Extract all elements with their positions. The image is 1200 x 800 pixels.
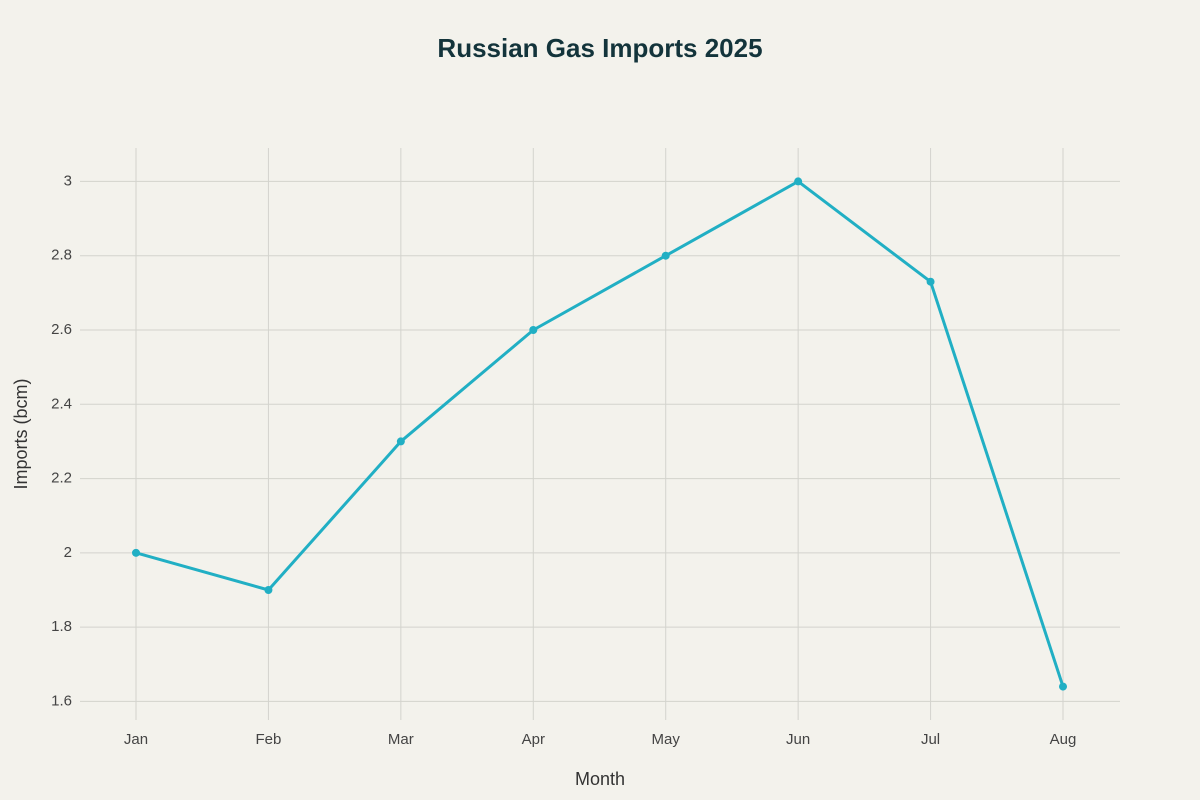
y-tick-label: 2.4 <box>51 395 72 412</box>
point <box>132 548 140 557</box>
x-tick-label: Jun <box>786 731 810 748</box>
x-tick-label: Mar <box>388 731 414 748</box>
chart-title: Russian Gas Imports 2025 <box>437 33 762 63</box>
x-tick-label: Jan <box>124 731 148 748</box>
point <box>264 586 273 594</box>
x-tick-label: Feb <box>255 731 281 748</box>
line <box>135 179 1065 688</box>
y-tick-label: 1.8 <box>51 618 72 635</box>
x-tick-label: Jul <box>921 731 940 748</box>
y-tick-label: 2.2 <box>51 470 72 487</box>
y-tick-label: 2.8 <box>51 247 72 264</box>
y-tick-label: 1.6 <box>51 692 72 709</box>
point <box>529 326 538 334</box>
y-tick-label: 2.6 <box>51 321 72 338</box>
point <box>794 177 803 186</box>
x-axis-title: Month <box>575 769 625 789</box>
x-tick-label: Aug <box>1050 731 1077 748</box>
y-tick-label: 2 <box>64 544 72 561</box>
point <box>926 277 935 286</box>
y-tick-label: 3 <box>64 172 72 189</box>
y-axis-title: Imports (bcm) <box>11 378 31 489</box>
x-tick-label: Apr <box>522 731 545 748</box>
point <box>661 251 670 260</box>
x-tick-label: May <box>652 731 681 748</box>
point <box>396 437 405 446</box>
point <box>1059 682 1067 691</box>
